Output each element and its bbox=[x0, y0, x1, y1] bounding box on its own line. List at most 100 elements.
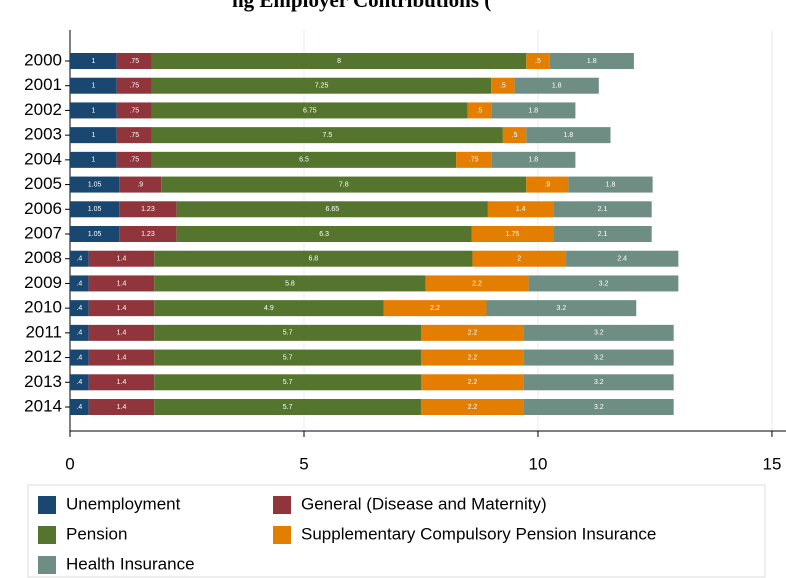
data-label: .75 bbox=[129, 107, 139, 114]
data-label: 6.5 bbox=[299, 157, 309, 164]
y-tick-label: 2007 bbox=[24, 223, 62, 242]
data-label: 6.75 bbox=[303, 107, 317, 114]
bar-segment bbox=[70, 300, 89, 317]
bar-segment bbox=[523, 399, 674, 415]
bar-segment bbox=[568, 176, 653, 193]
legend-label: Supplementary Compulsory Pension Insuran… bbox=[301, 524, 656, 543]
y-tick-label: 2014 bbox=[24, 396, 62, 415]
bar-segment bbox=[116, 53, 152, 69]
x-tick-label: 5 bbox=[299, 454, 308, 473]
data-label: 1.05 bbox=[88, 206, 102, 213]
data-label: 1.05 bbox=[88, 181, 102, 188]
data-label: 7.25 bbox=[315, 83, 329, 90]
bar-segment bbox=[116, 77, 152, 94]
bar-segment bbox=[154, 250, 473, 267]
data-label: .4 bbox=[76, 305, 82, 312]
legend-box bbox=[27, 484, 766, 578]
data-label: 5.7 bbox=[283, 354, 293, 361]
y-tick-label: 2002 bbox=[24, 100, 62, 119]
data-label: 5.7 bbox=[283, 379, 293, 386]
data-label: 3.2 bbox=[594, 330, 604, 337]
bar-segment bbox=[151, 53, 527, 69]
data-label: .5 bbox=[535, 58, 541, 65]
bar-segment bbox=[154, 374, 421, 391]
bar-segment bbox=[502, 127, 527, 144]
bar-segment bbox=[70, 250, 89, 267]
data-label: 2.4 bbox=[617, 256, 627, 263]
bar-segment bbox=[176, 201, 488, 218]
bar-segment bbox=[514, 77, 599, 94]
data-label: .5 bbox=[500, 83, 506, 90]
legend-swatch bbox=[38, 556, 56, 574]
bar-segment bbox=[420, 399, 524, 415]
data-label: 2.2 bbox=[468, 330, 478, 337]
data-label: .5 bbox=[477, 107, 483, 114]
data-label: .4 bbox=[76, 280, 82, 287]
data-label: .4 bbox=[76, 404, 82, 411]
bar-segment bbox=[161, 176, 527, 193]
data-label: .75 bbox=[129, 58, 139, 65]
bar-segment bbox=[70, 53, 117, 69]
data-label: 5.8 bbox=[285, 280, 295, 287]
data-label: .9 bbox=[137, 181, 143, 188]
data-label: 1 bbox=[91, 157, 95, 164]
bar-segment bbox=[526, 127, 611, 144]
bar-segment bbox=[523, 374, 674, 391]
bar-segment bbox=[553, 226, 652, 242]
bar-segment bbox=[491, 151, 576, 168]
data-label: 1.75 bbox=[506, 231, 520, 238]
data-label: .4 bbox=[76, 379, 82, 386]
legend-swatch bbox=[38, 496, 56, 514]
y-tick-label: 2005 bbox=[24, 174, 62, 193]
bar-segment bbox=[119, 226, 177, 242]
bar-segment bbox=[70, 201, 120, 218]
bar-segment bbox=[70, 374, 89, 391]
y-tick-label: 2003 bbox=[24, 125, 62, 144]
bar-segment bbox=[116, 127, 152, 144]
data-label: 1.8 bbox=[528, 157, 538, 164]
data-label: 6.3 bbox=[319, 231, 329, 238]
bar-segment bbox=[420, 374, 524, 391]
bar-segment bbox=[154, 399, 421, 415]
data-label: 1.4 bbox=[117, 280, 127, 287]
data-label: 1.05 bbox=[88, 231, 102, 238]
data-label: 1.23 bbox=[141, 231, 155, 238]
bar-segment bbox=[472, 250, 567, 267]
data-label: 5.7 bbox=[283, 330, 293, 337]
bar-segment bbox=[566, 250, 679, 267]
bar-segment bbox=[70, 176, 120, 193]
data-label: .9 bbox=[544, 181, 550, 188]
y-tick-label: 2010 bbox=[24, 298, 62, 317]
data-label: 1 bbox=[91, 83, 95, 90]
data-label: 1 bbox=[91, 132, 95, 139]
legend-label: Pension bbox=[66, 524, 127, 543]
bar-segment bbox=[526, 53, 550, 69]
data-label: 7.5 bbox=[323, 132, 333, 139]
y-tick-label: 2009 bbox=[24, 273, 62, 292]
x-tick-label: 15 bbox=[762, 454, 781, 473]
data-label: .4 bbox=[76, 256, 82, 263]
data-label: 6.65 bbox=[325, 206, 339, 213]
bar-segment bbox=[116, 151, 152, 168]
bar-segment bbox=[70, 349, 89, 366]
bar-segment bbox=[176, 226, 472, 242]
data-label: .4 bbox=[76, 330, 82, 337]
legend-swatch bbox=[273, 496, 291, 514]
data-label: 1.4 bbox=[117, 379, 127, 386]
data-label: 7.8 bbox=[339, 181, 349, 188]
data-label: 3.2 bbox=[594, 354, 604, 361]
y-tick-label: 2012 bbox=[24, 347, 62, 366]
data-label: 1.8 bbox=[528, 107, 538, 114]
x-tick-label: 10 bbox=[529, 454, 548, 473]
data-label: 1.8 bbox=[564, 132, 574, 139]
data-label: 1.4 bbox=[516, 206, 526, 213]
bar-segment bbox=[70, 324, 89, 341]
data-label: .5 bbox=[512, 132, 518, 139]
data-label: 2.2 bbox=[468, 379, 478, 386]
bar-segment bbox=[523, 349, 674, 366]
data-label: 2 bbox=[517, 256, 521, 263]
bar-segment bbox=[154, 275, 426, 292]
legend-swatch bbox=[38, 526, 56, 544]
data-label: 1 bbox=[91, 107, 95, 114]
